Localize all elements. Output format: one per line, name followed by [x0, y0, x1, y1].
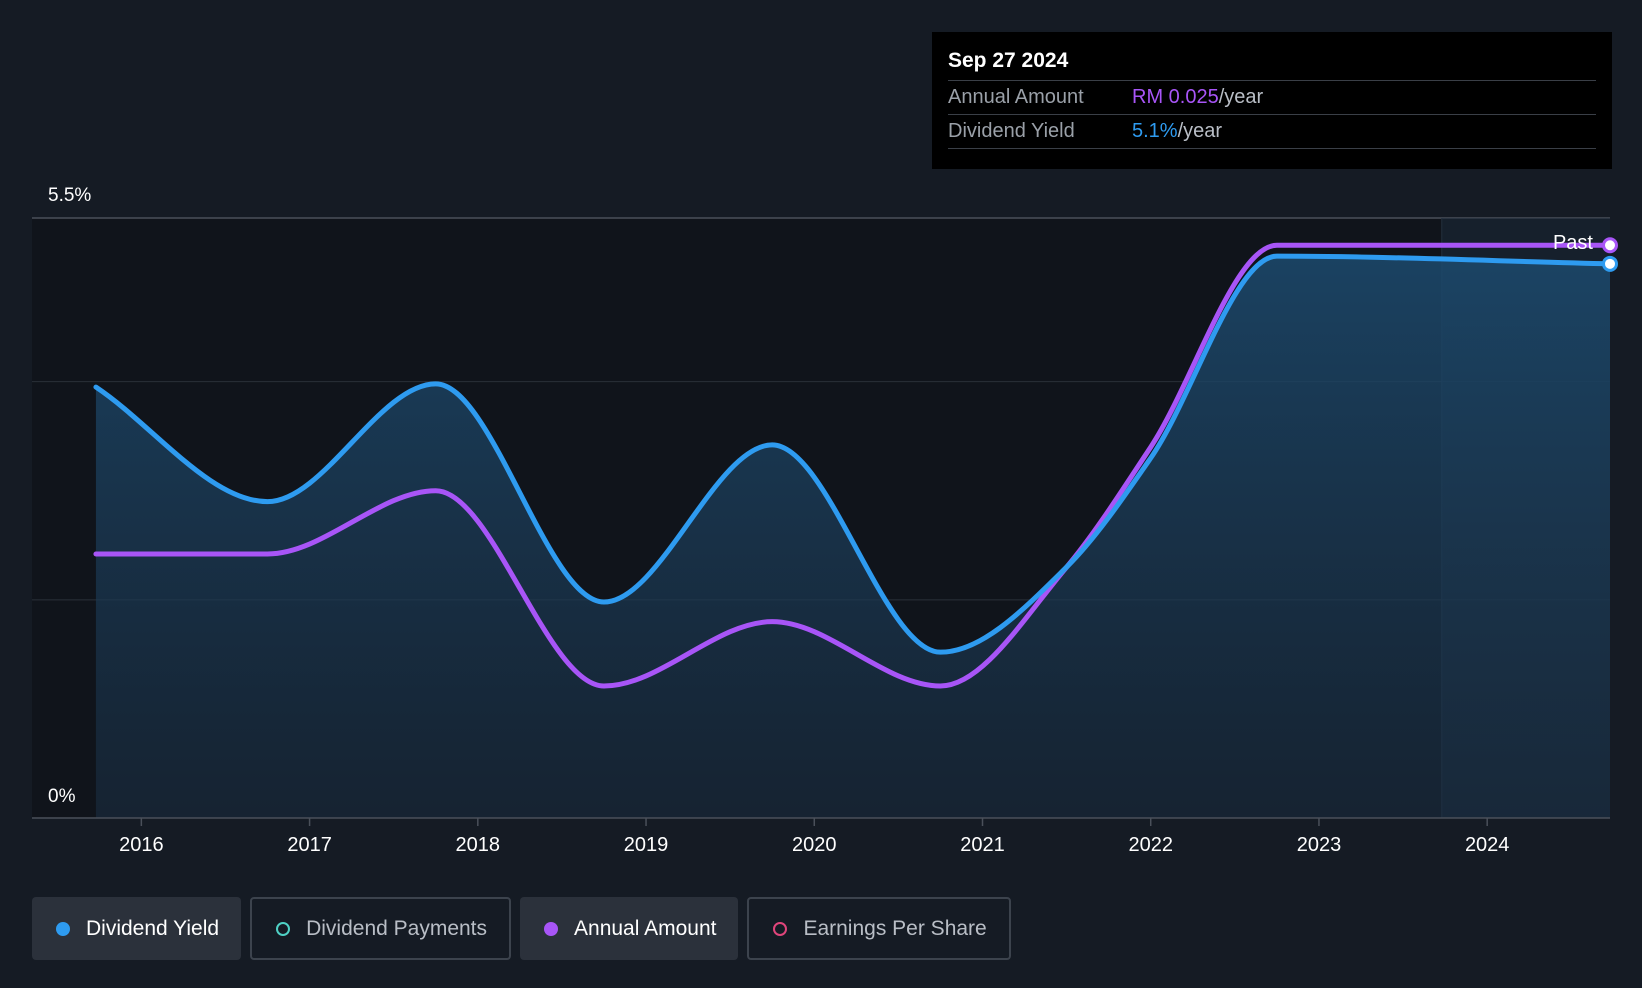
- x-tick-label: 2017: [287, 834, 332, 856]
- annual-amount-end-marker: [1602, 237, 1618, 254]
- tooltip-unit: /year: [1218, 86, 1264, 108]
- tooltip-label: Dividend Yield: [948, 120, 1075, 142]
- legend-dot-icon: [56, 921, 70, 936]
- legend-dividend-payments[interactable]: Dividend Payments: [250, 897, 512, 960]
- tooltip-date: Sep 27 2024: [948, 46, 1596, 81]
- x-tick-label: 2021: [960, 834, 1005, 856]
- x-tick-label: 2020: [792, 834, 837, 856]
- x-tick-label: 2024: [1465, 834, 1510, 856]
- dividend-yield-line: [93, 253, 1613, 655]
- legend-dividend-yield[interactable]: Dividend Yield: [32, 897, 242, 960]
- annual-amount-line: [93, 242, 1613, 689]
- tooltip-value: RM 0.025: [1132, 86, 1219, 108]
- y-label-top: 5.5%: [48, 185, 91, 206]
- legend-label: Dividend Payments: [306, 916, 488, 940]
- legend-dot-icon: [544, 921, 559, 936]
- x-tick-label: 2019: [624, 834, 669, 856]
- tooltip-label: Annual Amount: [948, 86, 1084, 108]
- x-tick-label: 2016: [119, 834, 164, 856]
- past-label: Past: [1553, 232, 1593, 254]
- legend-annual-amount[interactable]: Annual Amount: [520, 897, 739, 960]
- dividend-yield-area: [95, 256, 1611, 818]
- tooltip-unit: /year: [1177, 120, 1223, 142]
- x-tick-label: 2023: [1297, 834, 1342, 856]
- tooltip-row-dividend-yield: Dividend Yield 5.1% /year: [948, 115, 1596, 149]
- legend-dot-icon: [773, 921, 788, 936]
- tooltip-value: 5.1%: [1132, 120, 1178, 142]
- legend-earnings-per-share[interactable]: Earnings Per Share: [747, 897, 1011, 960]
- legend-label: Annual Amount: [574, 916, 717, 940]
- y-label-bottom: 0%: [48, 786, 76, 807]
- legend: Dividend Yield Dividend Payments Annual …: [32, 897, 1011, 960]
- legend-label: Dividend Yield: [86, 916, 220, 940]
- x-tick-label: 2018: [456, 834, 501, 856]
- x-tick-label: 2022: [1128, 834, 1173, 856]
- legend-label: Earnings Per Share: [803, 916, 987, 940]
- legend-dot-icon: [276, 921, 291, 936]
- tooltip: Sep 27 2024 Annual Amount RM 0.025 /year…: [932, 32, 1612, 169]
- tooltip-row-annual-amount: Annual Amount RM 0.025 /year: [948, 81, 1596, 115]
- dividend-yield-end-marker: [1602, 255, 1618, 272]
